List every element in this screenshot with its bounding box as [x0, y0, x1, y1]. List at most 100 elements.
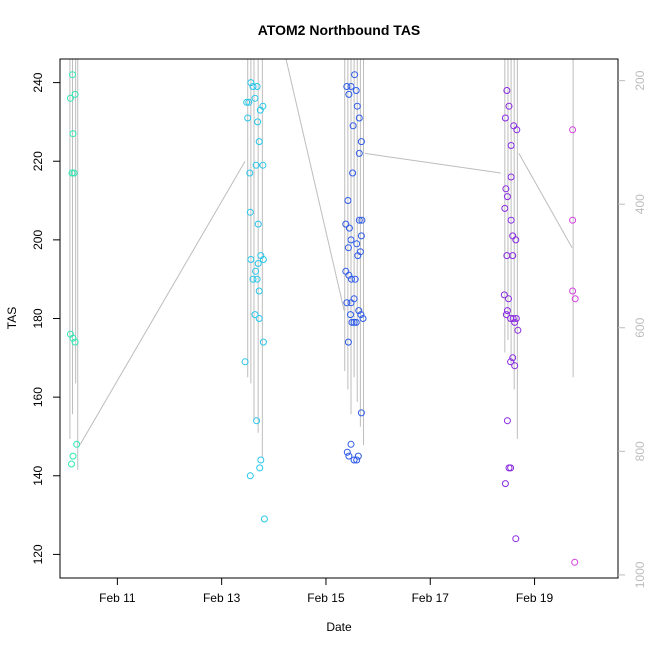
data-point: [253, 417, 261, 425]
trajectory-line: [365, 152, 501, 174]
data-point: [68, 460, 75, 468]
data-point: [512, 236, 520, 244]
data-point: [349, 169, 357, 177]
data-point: [353, 102, 361, 110]
data-point: [345, 224, 353, 232]
data-point: [69, 130, 77, 138]
y2-tick-label: 800: [633, 441, 647, 461]
data-point: [345, 90, 353, 98]
chart-title: ATOM2 Northbound TAS: [258, 22, 421, 38]
data-point: [501, 114, 509, 122]
data-point: [246, 208, 254, 216]
data-point: [246, 472, 254, 480]
x-tick-label: Feb 11: [99, 591, 136, 605]
y-tick-label: 220: [31, 151, 45, 171]
data-point: [512, 535, 520, 543]
data-point: [73, 440, 81, 448]
data-point: [569, 216, 577, 224]
data-point: [359, 315, 367, 322]
data-point: [71, 338, 79, 346]
y2-tick-label: 600: [633, 317, 647, 337]
data-point: [343, 299, 351, 307]
y-tick-label: 160: [31, 387, 45, 407]
data-point: [69, 452, 77, 460]
data-point: [343, 448, 351, 456]
data-point: [69, 334, 77, 342]
x-tick-label: Feb 13: [203, 591, 241, 605]
trajectory-lines: [79, 59, 573, 445]
y-tick-label: 140: [31, 465, 45, 485]
data-point: [259, 161, 267, 169]
data-point: [68, 169, 76, 177]
data-point: [353, 240, 361, 248]
data-point: [509, 315, 517, 322]
data-point: [349, 122, 357, 130]
trajectory-line: [518, 153, 573, 248]
data-point: [350, 456, 358, 464]
y-tick-label: 120: [31, 544, 45, 564]
data-point: [503, 417, 511, 425]
data-point: [71, 90, 79, 98]
data-point: [355, 149, 363, 157]
data-point: [253, 275, 261, 283]
data-point: [509, 252, 517, 260]
data-point: [246, 169, 254, 177]
x-tick-label: Feb 17: [412, 591, 450, 605]
data-point: [249, 83, 257, 90]
data-point: [241, 358, 249, 366]
data-point: [245, 98, 253, 106]
data-point: [501, 480, 509, 488]
y-tick-label: 180: [31, 308, 45, 328]
x-axis: Feb 11 Feb 13 Feb 15 Feb 17 Feb 19: [99, 578, 554, 605]
data-point: [503, 307, 511, 315]
data-point: [502, 185, 510, 193]
trajectory-line: [79, 160, 246, 445]
data-point: [347, 440, 355, 448]
data-point: [507, 173, 515, 181]
y-axis-label: TAS: [5, 307, 19, 329]
data-point: [253, 83, 261, 90]
data-point: [259, 102, 267, 110]
data-point: [70, 169, 78, 177]
data-point: [503, 193, 511, 201]
data-point: [251, 311, 259, 319]
data-point: [505, 102, 513, 110]
data-point: [511, 362, 519, 370]
data-point: [350, 295, 358, 303]
data-point: [69, 71, 76, 79]
data-point: [569, 287, 577, 295]
data-point: [569, 126, 577, 134]
data-point: [347, 236, 355, 244]
data-point: [354, 252, 362, 260]
data-point: [351, 275, 359, 283]
data-point: [260, 515, 268, 523]
x-axis-label: Date: [326, 620, 352, 634]
data-point: [350, 318, 358, 326]
data-point: [344, 244, 352, 252]
pressure-lines: [69, 59, 574, 470]
x-tick-label: Feb 15: [307, 591, 345, 605]
data-point: [251, 94, 259, 102]
data-point: [507, 464, 515, 472]
data-point: [352, 87, 360, 94]
data-point: [348, 275, 355, 283]
data-point: [249, 275, 257, 283]
data-point: [357, 232, 365, 240]
data-point: [501, 204, 509, 212]
y-axis: 120 140 160 180 200 220 240: [31, 72, 60, 564]
data-point: [358, 216, 366, 224]
data-point: [247, 79, 255, 87]
data-point: [355, 307, 363, 315]
data-point: [256, 464, 264, 472]
x-tick-label: Feb 19: [516, 591, 554, 605]
data-point: [259, 338, 267, 346]
data-point: [247, 256, 255, 263]
data-point: [243, 98, 251, 106]
data-point: [505, 295, 512, 303]
data-point: [357, 138, 365, 146]
trajectory-line: [285, 59, 345, 311]
data-point: [571, 558, 579, 566]
data-point: [514, 326, 522, 334]
data-point: [355, 114, 363, 122]
